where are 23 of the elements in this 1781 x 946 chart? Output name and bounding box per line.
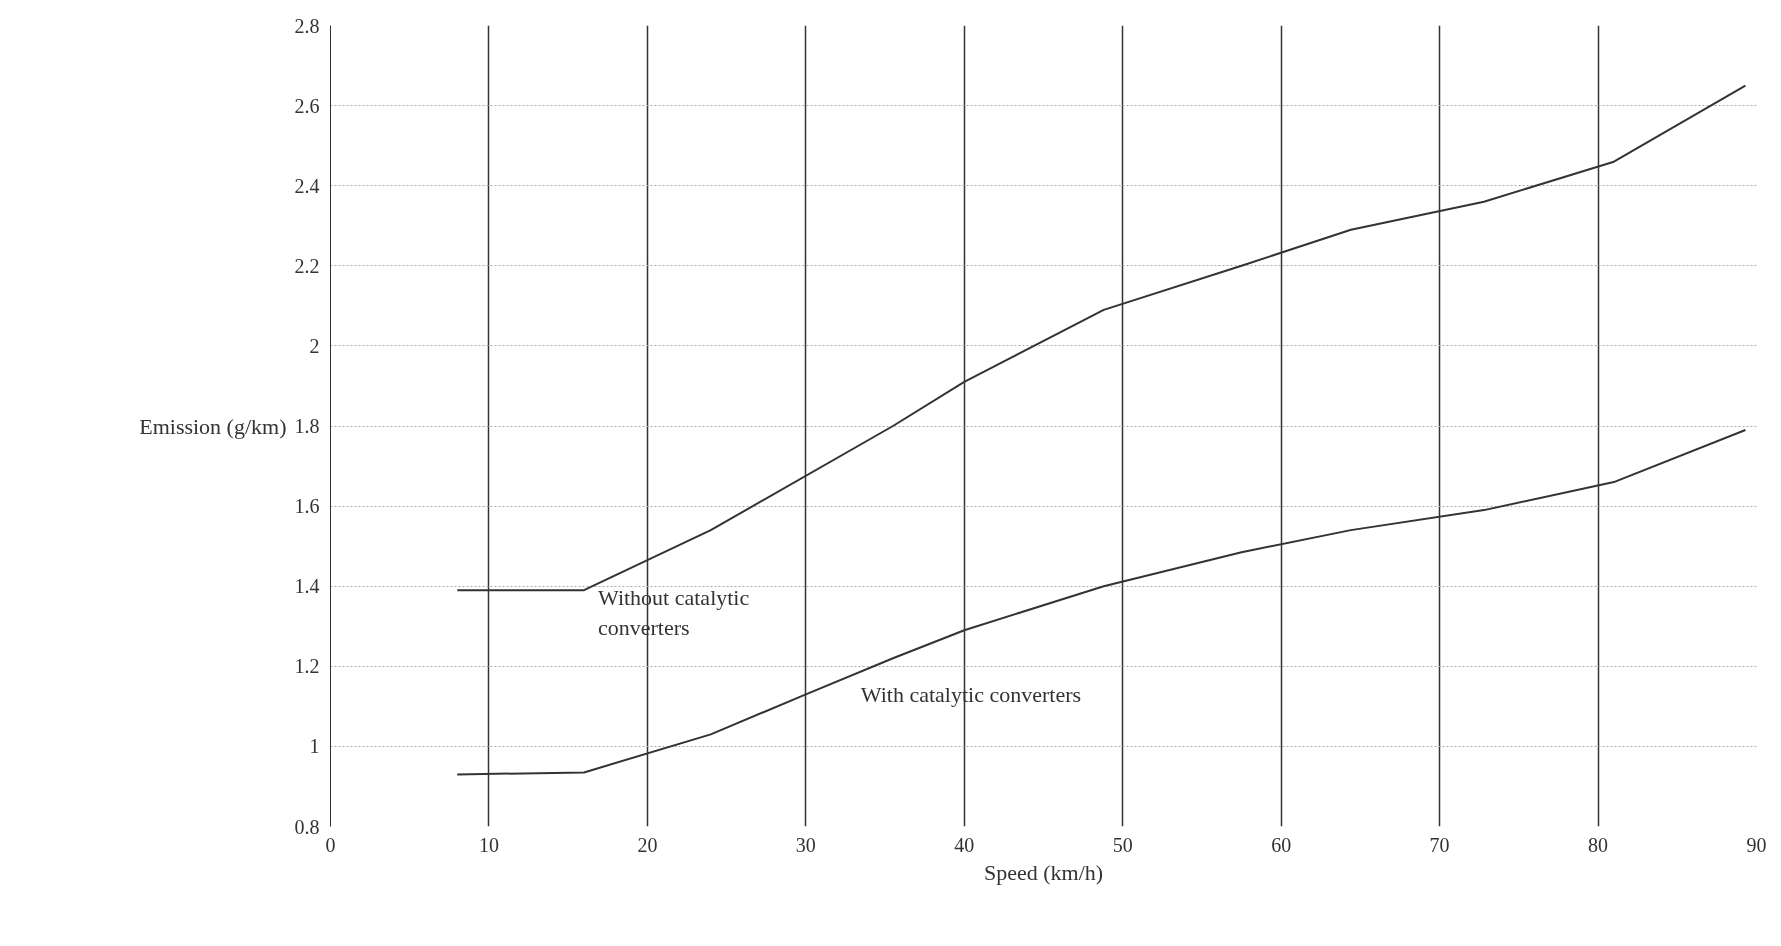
y-tick-label: 1 (309, 735, 320, 758)
x-tick-label: 60 (1271, 833, 1292, 856)
x-tick-label: 80 (1588, 833, 1609, 856)
y-tick-label: 1.8 (294, 415, 320, 437)
x-tick-label: 90 (1746, 833, 1767, 856)
y-tick-label: 0.8 (294, 815, 320, 838)
x-tick-label: 50 (1112, 833, 1133, 856)
x-tick-label: 10 (478, 833, 499, 856)
y-tick-label: 1.6 (294, 495, 320, 518)
y-axis-title: Emission (g/km) (139, 413, 287, 439)
y-tick-label: 2 (309, 334, 320, 357)
y-tick-label: 2.4 (294, 174, 320, 197)
x-axis-title: Speed (km/h) (983, 859, 1104, 885)
y-tick-label: 1.4 (294, 575, 320, 598)
y-tick-label: 2.2 (294, 254, 320, 277)
x-tick-label: 40 (954, 833, 975, 856)
y-tick-label: 2.6 (294, 94, 320, 117)
x-tick-label: 0 (325, 833, 336, 856)
x-tick-label: 70 (1429, 833, 1450, 856)
x-tick-label: 20 (637, 833, 658, 856)
x-tick-label: 30 (795, 833, 816, 856)
y-tick-label: 2.8 (294, 14, 320, 37)
y-tick-label: 1.2 (294, 655, 320, 678)
